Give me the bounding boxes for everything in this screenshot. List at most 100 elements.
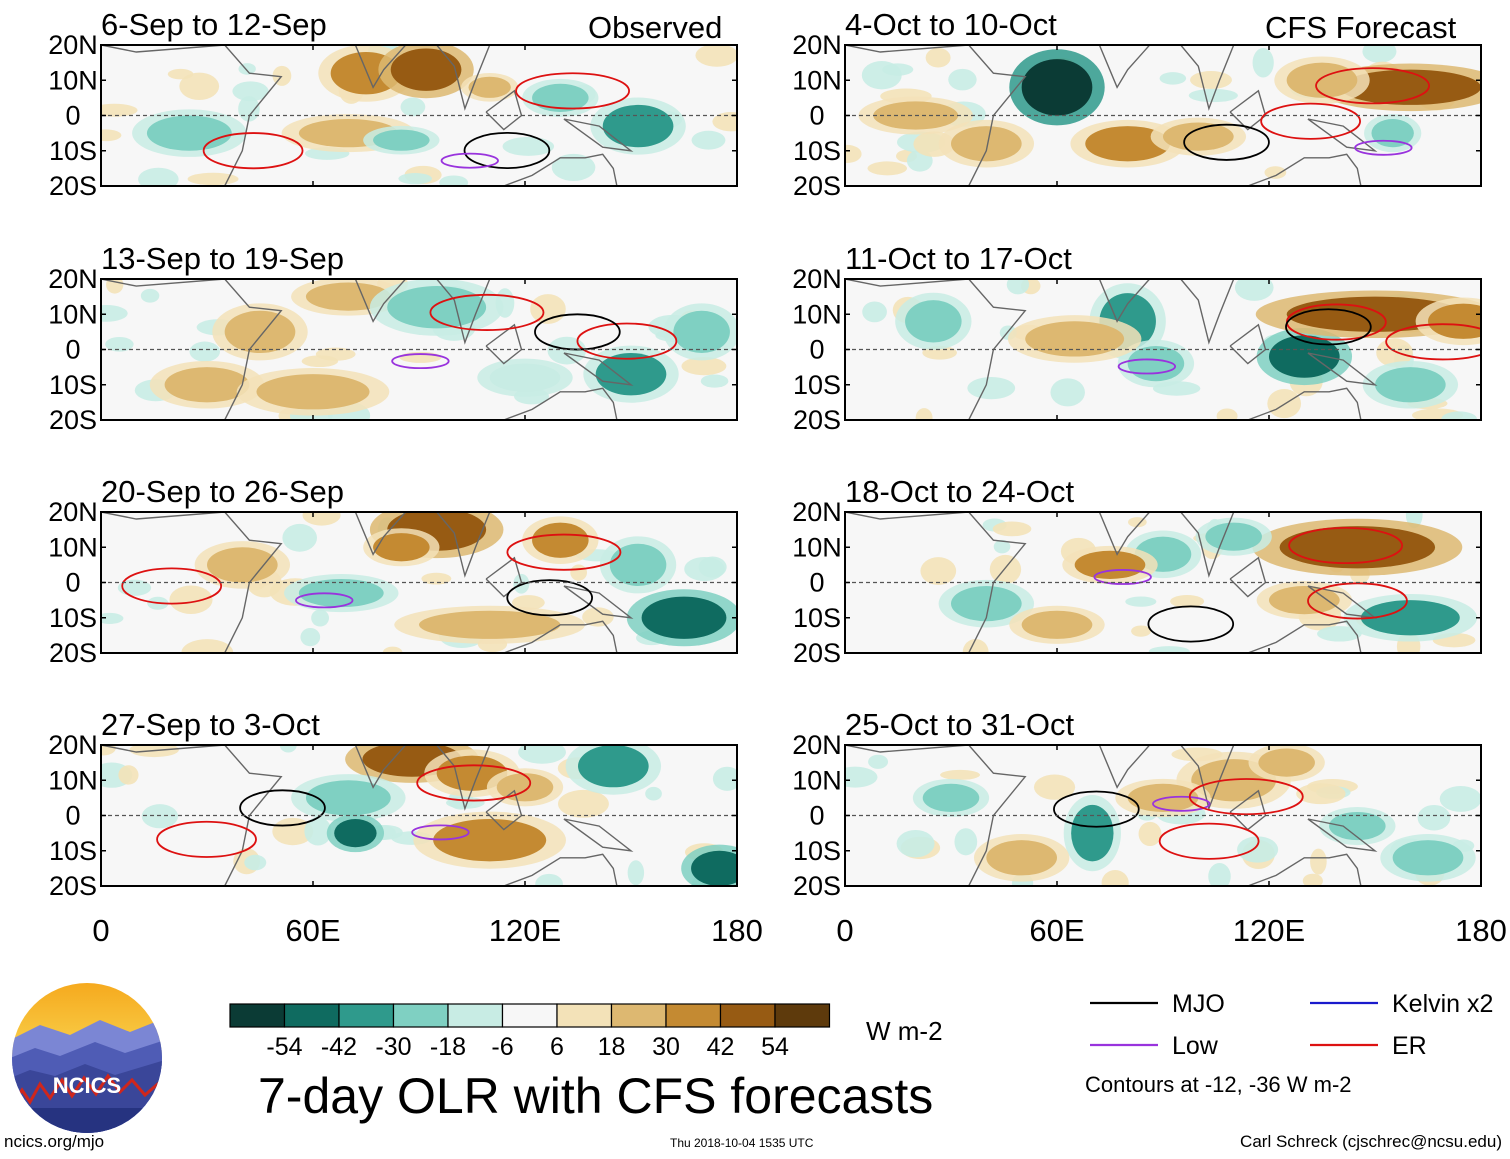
- y-tick-label: 20S: [793, 171, 841, 201]
- y-tick-label: 20N: [48, 730, 98, 760]
- y-tick-label: 0: [809, 801, 824, 831]
- y-tick-label: 0: [65, 335, 80, 365]
- colorbar-label: -6: [491, 1033, 513, 1061]
- y-tick-label: 20S: [49, 171, 97, 201]
- y-tick-label: 10N: [48, 532, 98, 562]
- panel-title: 20-Sep to 26-Sep: [101, 474, 344, 509]
- y-tick-label: 0: [65, 568, 80, 598]
- panel-title: 6-Sep to 12-Sep: [101, 7, 327, 42]
- panel-forecast-2: 20N 10N 0 10S 20S 11-Oct to 17-Oct: [792, 241, 1482, 435]
- y-tick-label: 10S: [793, 370, 841, 400]
- y-tick-label: 20N: [48, 30, 98, 60]
- colorbar-label: -30: [375, 1033, 411, 1061]
- y-tick-label: 0: [65, 101, 80, 131]
- colorbar-label: 18: [598, 1033, 626, 1061]
- y-tick-label: 10N: [792, 532, 842, 562]
- colorbar-label: -18: [430, 1033, 466, 1061]
- panel-title: 11-Oct to 17-Oct: [845, 241, 1072, 276]
- y-tick-label: 0: [809, 101, 824, 131]
- y-tick-label: 20N: [48, 497, 98, 527]
- panel-observed-4: 20N 10N 0 10S 20S 27-Sep to 3-Oct: [48, 707, 738, 901]
- figure-title: 7-day OLR with CFS forecasts: [258, 1068, 933, 1124]
- y-tick-label: 0: [65, 801, 80, 831]
- panel-title: 27-Sep to 3-Oct: [101, 707, 320, 742]
- colorbar-cell: [392, 1003, 449, 1028]
- y-tick-label: 20S: [793, 638, 841, 668]
- y-tick-label: 10N: [48, 65, 98, 95]
- y-tick-label: 10N: [792, 65, 842, 95]
- y-tick-label: 20N: [792, 30, 842, 60]
- legend-label: Low: [1172, 1032, 1219, 1060]
- colorbar-label: 54: [761, 1033, 789, 1061]
- colorbar-cell: [774, 1003, 831, 1028]
- legend-label: Kelvin x2: [1392, 990, 1493, 1018]
- y-tick-label: 10N: [48, 299, 98, 329]
- panel-title: 13-Sep to 19-Sep: [101, 241, 344, 276]
- y-tick-label: 20N: [792, 730, 842, 760]
- colorbar-cell: [447, 1003, 504, 1028]
- legend-label: ER: [1392, 1032, 1427, 1060]
- ncics-logo: NCICS: [12, 983, 162, 1133]
- legend-label: MJO: [1172, 990, 1225, 1018]
- y-tick-label: 20S: [793, 405, 841, 435]
- y-tick-label: 0: [809, 568, 824, 598]
- x-tick-label: 60E: [285, 913, 340, 948]
- y-tick-label: 20S: [49, 871, 97, 901]
- timestamp: Thu 2018-10-04 1535 UTC: [670, 1136, 814, 1150]
- x-tick-label: 0: [92, 913, 109, 948]
- x-tick-label: 0: [836, 913, 853, 948]
- y-tick-label: 10N: [792, 765, 842, 795]
- logo-text: NCICS: [53, 1073, 121, 1098]
- colorbar-cell: [501, 1003, 558, 1028]
- panel-title: 18-Oct to 24-Oct: [845, 474, 1075, 509]
- colorbar-cell: [229, 1003, 286, 1028]
- colorbar-label: -42: [321, 1033, 357, 1061]
- x-tick-label: 180: [1455, 913, 1507, 948]
- panel-forecast-1: 20N 10N 0 10S 20S 4-Oct to 10-Oct: [792, 7, 1482, 201]
- credit: Carl Schreck (cjschrec@ncsu.edu): [1240, 1132, 1502, 1151]
- colorbar-cell: [719, 1003, 776, 1028]
- x-tick-label: 120E: [489, 913, 561, 948]
- y-tick-label: 20N: [48, 264, 98, 294]
- y-tick-label: 20S: [49, 638, 97, 668]
- panel-title: 25-Oct to 31-Oct: [845, 707, 1075, 742]
- colorbar: -54 -42 -30 -18 -6 6 18 30 42 54: [229, 1003, 831, 1061]
- y-tick-label: 20S: [793, 871, 841, 901]
- colorbar-label: 30: [652, 1033, 680, 1061]
- forecast-label: CFS Forecast: [1265, 10, 1457, 45]
- y-tick-label: 10S: [49, 370, 97, 400]
- y-tick-label: 10S: [49, 136, 97, 166]
- colorbar-cell: [610, 1003, 667, 1028]
- site-url[interactable]: ncics.org/mjo: [4, 1132, 105, 1151]
- y-tick-label: 20N: [792, 497, 842, 527]
- x-tick-label: 120E: [1233, 913, 1305, 948]
- y-tick-label: 0: [809, 335, 824, 365]
- y-tick-label: 10S: [793, 603, 841, 633]
- x-tick-label: 180: [711, 913, 763, 948]
- x-tick-label: 60E: [1029, 913, 1084, 948]
- units-label: W m-2: [866, 1016, 943, 1046]
- legend: MJO Kelvin x2 Low ER: [1090, 990, 1493, 1060]
- panel-forecast-3: 20N 10N 0 10S 20S 18-Oct to 24-Oct: [792, 474, 1482, 668]
- y-tick-label: 10N: [48, 765, 98, 795]
- colorbar-label: 42: [707, 1033, 735, 1061]
- panel-forecast-4: 20N 10N 0 10S 20S 25-Oct to 31-Oct: [792, 707, 1482, 901]
- panel-title: 4-Oct to 10-Oct: [845, 7, 1057, 42]
- colorbar-cell: [283, 1003, 340, 1028]
- panel-observed-2: 20N 10N 0 10S 20S 13-Sep to 19-Sep: [48, 241, 738, 435]
- colorbar-label: -54: [266, 1033, 302, 1061]
- observed-label: Observed: [588, 10, 722, 45]
- y-tick-label: 20N: [792, 264, 842, 294]
- y-tick-label: 10N: [792, 299, 842, 329]
- y-tick-label: 10S: [793, 836, 841, 866]
- y-tick-label: 10S: [793, 136, 841, 166]
- colorbar-cell: [556, 1003, 613, 1028]
- panel-observed-3: 20N 10N 0 10S 20S 20-Sep to 26-Sep: [48, 474, 738, 668]
- y-tick-label: 10S: [49, 603, 97, 633]
- colorbar-cell: [338, 1003, 395, 1028]
- colorbar-label: 6: [550, 1033, 564, 1061]
- colorbar-cell: [665, 1003, 722, 1028]
- contour-note: Contours at -12, -36 W m-2: [1085, 1072, 1352, 1097]
- y-tick-label: 10S: [49, 836, 97, 866]
